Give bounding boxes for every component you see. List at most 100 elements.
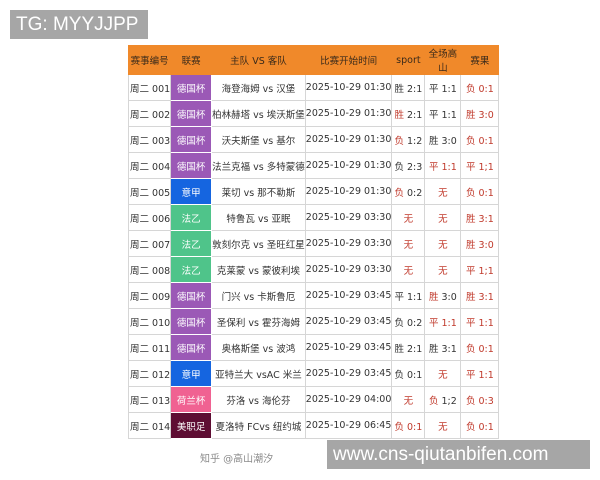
full-cell: 无 [424,178,462,205]
match-teams: 夏洛特 FCvs 纽约城 [211,412,306,439]
result-cell: 胜 3:1 [460,204,500,231]
match-table: 赛事编号 联赛 主队 VS 客队 比赛开始时间 sport 全场高山 赛果 周二… [127,45,500,439]
match-teams: 海登海姆 vs 汉堡 [211,74,306,101]
sport-score: 1:1 [403,291,423,303]
sport-outcome: 无 [403,239,414,251]
header-match: 主队 VS 客队 [211,45,306,75]
table-row: 周二 011 德国杯 奥格斯堡 vs 波鸿 2025-10-29 03:45 胜 2:1… [127,334,500,361]
header-time: 比赛开始时间 [304,45,393,75]
match-teams: 克莱蒙 vs 蒙彼利埃 [211,256,306,283]
full-cell: 无 [424,412,462,439]
sport-outcome: 无 [403,265,414,277]
match-teams: 沃夫斯堡 vs 基尔 [211,126,306,153]
match-time: 2025-10-29 01:30 [304,178,393,205]
result-cell: 负 0:1 [460,412,500,439]
result-outcome: 平 [465,369,476,381]
result-cell: 胜 3:1 [460,282,500,309]
result-score: 1;1 [475,265,494,277]
league-badge: 美职足 [170,412,213,439]
sport-outcome: 平 [394,291,404,303]
league-badge: 德国杯 [170,334,213,361]
league-badge: 德国杯 [170,74,213,101]
sport-outcome: 负 [394,135,404,147]
match-time: 2025-10-29 01:30 [304,152,393,179]
table-row: 周二 008 法乙 克莱蒙 vs 蒙彼利埃 2025-10-29 03:30 无无平 1… [127,256,500,283]
sport-score: 0:1 [403,421,423,433]
result-score: 0:3 [475,395,494,407]
sport-cell: 胜 2:1 [391,100,426,127]
result-cell: 平 1:1 [460,360,500,387]
full-cell: 无 [424,230,462,257]
header-result: 赛果 [460,45,500,75]
sport-cell: 负 0:1 [391,360,426,387]
league-badge: 德国杯 [170,152,213,179]
sport-cell: 无 [391,204,426,231]
table-row: 周二 002 德国杯 柏林赫塔 vs 埃沃斯堡 2025-10-29 01:30 胜 2… [127,100,500,127]
result-score: 0:1 [475,343,494,355]
result-score: 0:1 [475,421,494,433]
sport-score: 2:1 [403,343,423,355]
result-score: 1:1 [475,369,494,381]
full-score: 1:1 [438,317,457,329]
full-cell: 平 1:1 [424,152,462,179]
result-outcome: 负 [465,135,476,147]
result-score: 3:0 [475,239,494,251]
table-row: 周二 006 法乙 特鲁瓦 vs 亚眠 2025-10-29 03:30 无无胜 3:1 [127,204,500,231]
league-badge: 法乙 [170,256,213,283]
sport-score: 2:1 [403,83,423,95]
result-outcome: 胜 [465,239,476,251]
sport-outcome: 负 [394,187,404,199]
result-outcome: 负 [465,395,476,407]
full-cell: 负 1;2 [424,386,462,413]
match-teams: 法兰克福 vs 多特蒙德 [211,152,306,179]
full-cell: 无 [424,204,462,231]
table-row: 周二 013 荷兰杯 芬洛 vs 海伦芬 2025-10-29 04:00 无负 1;2… [127,386,500,413]
result-cell: 平 1;1 [460,152,500,179]
sport-outcome: 胜 [394,83,404,95]
result-outcome: 负 [465,83,476,95]
full-outcome: 无 [438,187,448,199]
full-outcome: 胜 [428,343,439,355]
match-id: 周二 006 [127,204,172,231]
sport-cell: 负 2:3 [391,152,426,179]
result-score: 1:1 [475,317,494,329]
result-score: 0:1 [475,135,494,147]
result-cell: 胜 3:0 [460,100,500,127]
result-outcome: 胜 [465,109,476,121]
full-outcome: 平 [428,109,439,121]
sport-score: 0:2 [403,187,423,199]
match-id: 周二 011 [127,334,172,361]
result-outcome: 负 [465,421,476,433]
sport-outcome: 胜 [394,109,404,121]
sport-cell: 无 [391,230,426,257]
result-cell: 胜 3:0 [460,230,500,257]
match-teams: 圣保利 vs 霍芬海姆 [211,308,306,335]
match-teams: 芬洛 vs 海伦芬 [211,386,306,413]
header-sport: sport [391,45,426,75]
result-score: 0:1 [475,83,494,95]
table-row: 周二 001 德国杯 海登海姆 vs 汉堡 2025-10-29 01:30 胜 2:1… [127,74,500,101]
full-outcome: 无 [438,265,448,277]
match-id: 周二 007 [127,230,172,257]
result-outcome: 负 [465,343,476,355]
match-id: 周二 013 [127,386,172,413]
sport-cell: 胜 2:1 [391,74,426,101]
league-badge: 德国杯 [170,100,213,127]
match-id: 周二 001 [127,74,172,101]
match-id: 周二 008 [127,256,172,283]
match-time: 2025-10-29 03:45 [304,360,393,387]
result-score: 3:0 [475,109,494,121]
match-teams: 亚特兰大 vsAC 米兰 [211,360,306,387]
full-outcome: 负 [428,395,439,407]
match-time: 2025-10-29 04:00 [304,386,393,413]
sport-cell: 无 [391,386,426,413]
league-badge: 德国杯 [170,282,213,309]
result-outcome: 平 [465,161,476,173]
match-teams: 门兴 vs 卡斯鲁厄 [211,282,306,309]
result-cell: 平 1;1 [460,256,500,283]
result-outcome: 胜 [465,291,476,303]
full-outcome: 平 [428,317,439,329]
table-row: 周二 005 意甲 莱切 vs 那不勒斯 2025-10-29 01:30 负 0:2 无… [127,178,500,205]
result-outcome: 胜 [465,213,476,225]
sport-score: 1:2 [403,135,423,147]
